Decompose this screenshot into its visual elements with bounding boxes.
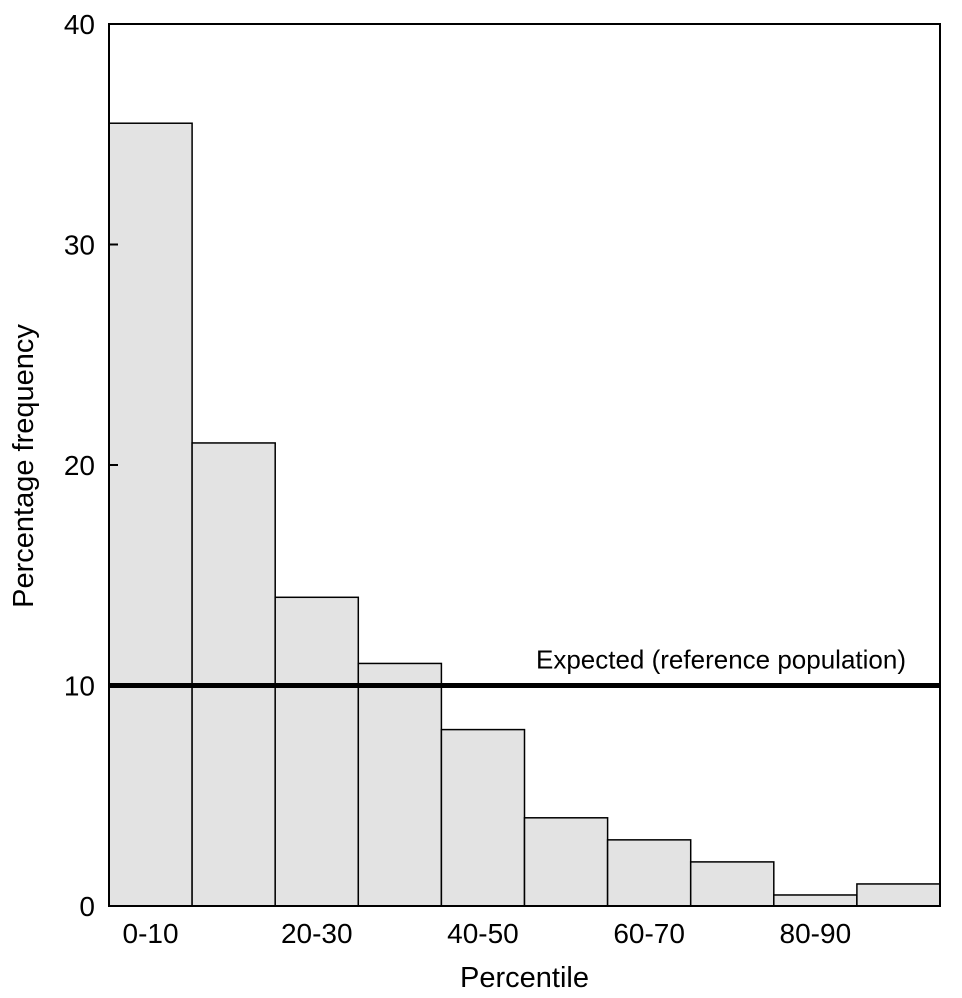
bar-40-50 [440, 728, 526, 907]
bar-10-20 [191, 442, 276, 907]
bar-50-60 [523, 817, 609, 907]
bar-20-30 [274, 596, 360, 907]
bar-30-40 [357, 662, 443, 907]
bar-70-80 [689, 861, 775, 907]
bar-90-100 [856, 883, 941, 907]
reference-line-layer: Expected (reference population) [109, 645, 940, 688]
bars-layer [108, 122, 941, 907]
bar-80-90 [773, 894, 858, 907]
x-axis: 0-10 20-30 40-50 60-70 80-90 [123, 918, 852, 949]
y-tick-label: 30 [64, 230, 95, 261]
x-tick-label: 60-70 [613, 918, 685, 949]
y-tick-label: 10 [64, 671, 95, 702]
y-tick-label: 20 [64, 450, 95, 481]
y-axis: 0 10 20 30 40 [64, 9, 118, 922]
y-tick-label: 40 [64, 9, 95, 40]
x-axis-title: Percentile [460, 962, 589, 994]
x-tick-label: 40-50 [447, 918, 519, 949]
bar-0-10 [108, 122, 193, 907]
x-tick-label: 0-10 [123, 918, 179, 949]
x-tick-label: 20-30 [281, 918, 353, 949]
y-axis-title: Percentage frequency [8, 324, 40, 608]
x-tick-label: 80-90 [780, 918, 852, 949]
reference-line-label: Expected (reference population) [536, 645, 906, 675]
bar-60-70 [606, 839, 692, 907]
y-tick-label: 0 [79, 891, 95, 922]
